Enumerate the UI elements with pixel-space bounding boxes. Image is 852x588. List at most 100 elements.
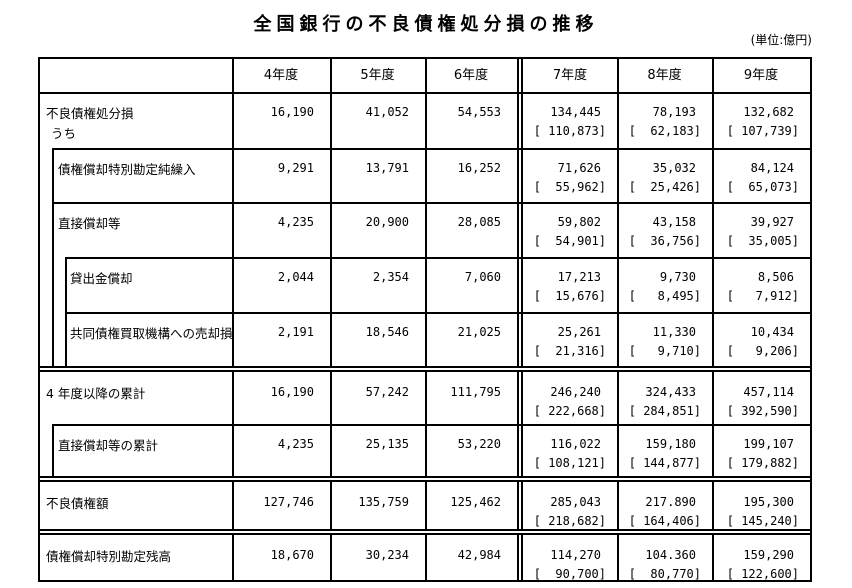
cell-value: 16,252 xyxy=(457,161,501,175)
cell-fy9: 84,124 [ 65,073] xyxy=(712,159,810,197)
col-line xyxy=(425,59,427,580)
cell-bracket-value: [ 122,600] xyxy=(726,567,799,581)
cell-bracket-value: [ 179,882] xyxy=(726,456,799,470)
cell-fy6: 53,220 xyxy=(425,435,517,454)
cell-fy6: 21,025 xyxy=(425,323,517,342)
cell-value: 9,291 xyxy=(277,161,314,175)
col-line xyxy=(712,59,714,580)
cell-fy4: 2,044 xyxy=(232,268,330,287)
cell-fy5: 20,900 xyxy=(330,213,425,232)
cell-fy8: 43,158 [ 36,756] xyxy=(617,213,712,251)
cell-bracket-value: [ 145,240] xyxy=(726,514,799,528)
cell-value: 11,330 xyxy=(652,325,696,339)
cell-fy7: 116,022 [ 108,121] xyxy=(523,435,617,473)
cell-fy8: 217.890 [ 164,406] xyxy=(617,493,712,531)
cell-fy9: 132,682 [ 107,739] xyxy=(712,103,810,141)
cell-value: 195,300 xyxy=(743,495,794,509)
cell-value: 54,553 xyxy=(457,105,501,119)
col-header-fy5: 5年度 xyxy=(360,68,395,83)
section-divider xyxy=(40,476,810,482)
cell-value: 132,682 xyxy=(743,105,794,119)
cell-value: 20,900 xyxy=(365,215,409,229)
cell-fy4: 4,235 xyxy=(232,435,330,454)
cell-fy9: 199,107 [ 179,882] xyxy=(712,435,810,473)
col-line xyxy=(330,59,332,580)
cell-value: 104.360 xyxy=(645,548,696,562)
cell-fy8: 104.360 [ 80,770] xyxy=(617,546,712,584)
cell-bracket-value: [ 107,739] xyxy=(726,124,799,138)
cell-fy9: 8,506 [ 7,912] xyxy=(712,268,810,306)
cell-fy7: 285,043 [ 218,682] xyxy=(523,493,617,531)
page-title: 全国銀行の不良債権処分損の推移 xyxy=(253,14,599,35)
cell-value: 71,626 xyxy=(557,161,601,175)
row-line xyxy=(52,148,810,150)
col-header-fy7: 7年度 xyxy=(552,68,588,83)
cell-bracket-value: [ 15,676] xyxy=(533,289,606,303)
row-label: 不良債権額 xyxy=(46,496,109,511)
cell-fy8: 159,180 [ 144,877] xyxy=(617,435,712,473)
cell-bracket-value: [ 9,206] xyxy=(726,344,799,358)
row-line xyxy=(65,312,810,314)
cell-fy7: 59,802 [ 54,901] xyxy=(523,213,617,251)
cell-bracket-value: [ 21,316] xyxy=(533,344,606,358)
cell-fy9: 10,434 [ 9,206] xyxy=(712,323,810,361)
cell-fy5: 30,234 xyxy=(330,546,425,565)
cell-fy5: 57,242 xyxy=(330,383,425,402)
cell-fy4: 127,746 xyxy=(232,493,330,512)
cell-bracket-value: [ 65,073] xyxy=(726,180,799,194)
cell-value: 28,085 xyxy=(457,215,501,229)
cell-value: 59,802 xyxy=(557,215,601,229)
cell-value: 4,235 xyxy=(277,215,314,229)
row-label: 直接償却等 xyxy=(58,216,121,231)
section-divider xyxy=(40,529,810,535)
cell-fy6: 7,060 xyxy=(425,268,517,287)
col-header-fy4: 4年度 xyxy=(263,68,299,83)
cell-value: 30,234 xyxy=(365,548,409,562)
col-line xyxy=(232,59,234,580)
cell-bracket-value: [ 164,406] xyxy=(628,514,701,528)
cell-fy9: 39,927 [ 35,005] xyxy=(712,213,810,251)
col-line xyxy=(617,59,619,580)
cell-fy5: 25,135 xyxy=(330,435,425,454)
cell-bracket-value: [ 55,962] xyxy=(533,180,606,194)
cell-bracket-value: [ 62,183] xyxy=(628,124,701,138)
cell-value: 135,759 xyxy=(358,495,409,509)
cell-bracket-value: [ 108,121] xyxy=(533,456,606,470)
cell-value: 18,670 xyxy=(270,548,314,562)
cell-value: 41,052 xyxy=(365,105,409,119)
cell-value: 159,290 xyxy=(743,548,794,562)
cell-fy9: 159,290 [ 122,600] xyxy=(712,546,810,584)
cell-value: 217.890 xyxy=(645,495,696,509)
cell-value: 10,434 xyxy=(750,325,794,339)
cell-value: 9,730 xyxy=(659,270,696,284)
cell-value: 199,107 xyxy=(743,437,794,451)
cell-fy6: 111,795 xyxy=(425,383,517,402)
cell-value: 17,213 xyxy=(557,270,601,284)
cell-fy5: 135,759 xyxy=(330,493,425,512)
cell-fy8: 78,193 [ 62,183] xyxy=(617,103,712,141)
cell-fy4: 9,291 xyxy=(232,159,330,178)
cell-value: 13,791 xyxy=(365,161,409,175)
cell-value: 35,032 xyxy=(652,161,696,175)
cell-fy5: 13,791 xyxy=(330,159,425,178)
indent-box-line xyxy=(52,424,54,476)
cell-value: 16,190 xyxy=(270,385,314,399)
cell-value: 43,158 xyxy=(652,215,696,229)
cell-value: 111,795 xyxy=(450,385,501,399)
npl-disposal-table: 4年度 5年度 6年度 7年度 8年度 9年度 不良債権処分損 うち 債権償却特… xyxy=(38,57,812,582)
cell-value: 114,270 xyxy=(550,548,601,562)
cell-fy7: 17,213 [ 15,676] xyxy=(523,268,617,306)
indent-box-line xyxy=(65,257,67,366)
cell-bracket-value: [ 35,005] xyxy=(726,234,799,248)
row-label: 債権償却特別勘定残高 xyxy=(46,549,172,564)
cell-fy9: 457,114 [ 392,590] xyxy=(712,383,810,421)
cell-bracket-value: [ 110,873] xyxy=(533,124,606,138)
row-label: 債権償却特別勘定純繰入 xyxy=(58,162,196,177)
cell-fy6: 28,085 xyxy=(425,213,517,232)
cell-bracket-value: [ 284,851] xyxy=(628,404,701,418)
row-label: 不良債権処分損 xyxy=(46,106,134,121)
cell-value: 16,190 xyxy=(270,105,314,119)
cell-value: 78,193 xyxy=(652,105,696,119)
row-label: 4 年度以降の累計 xyxy=(46,386,146,401)
cell-fy7: 71,626 [ 55,962] xyxy=(523,159,617,197)
